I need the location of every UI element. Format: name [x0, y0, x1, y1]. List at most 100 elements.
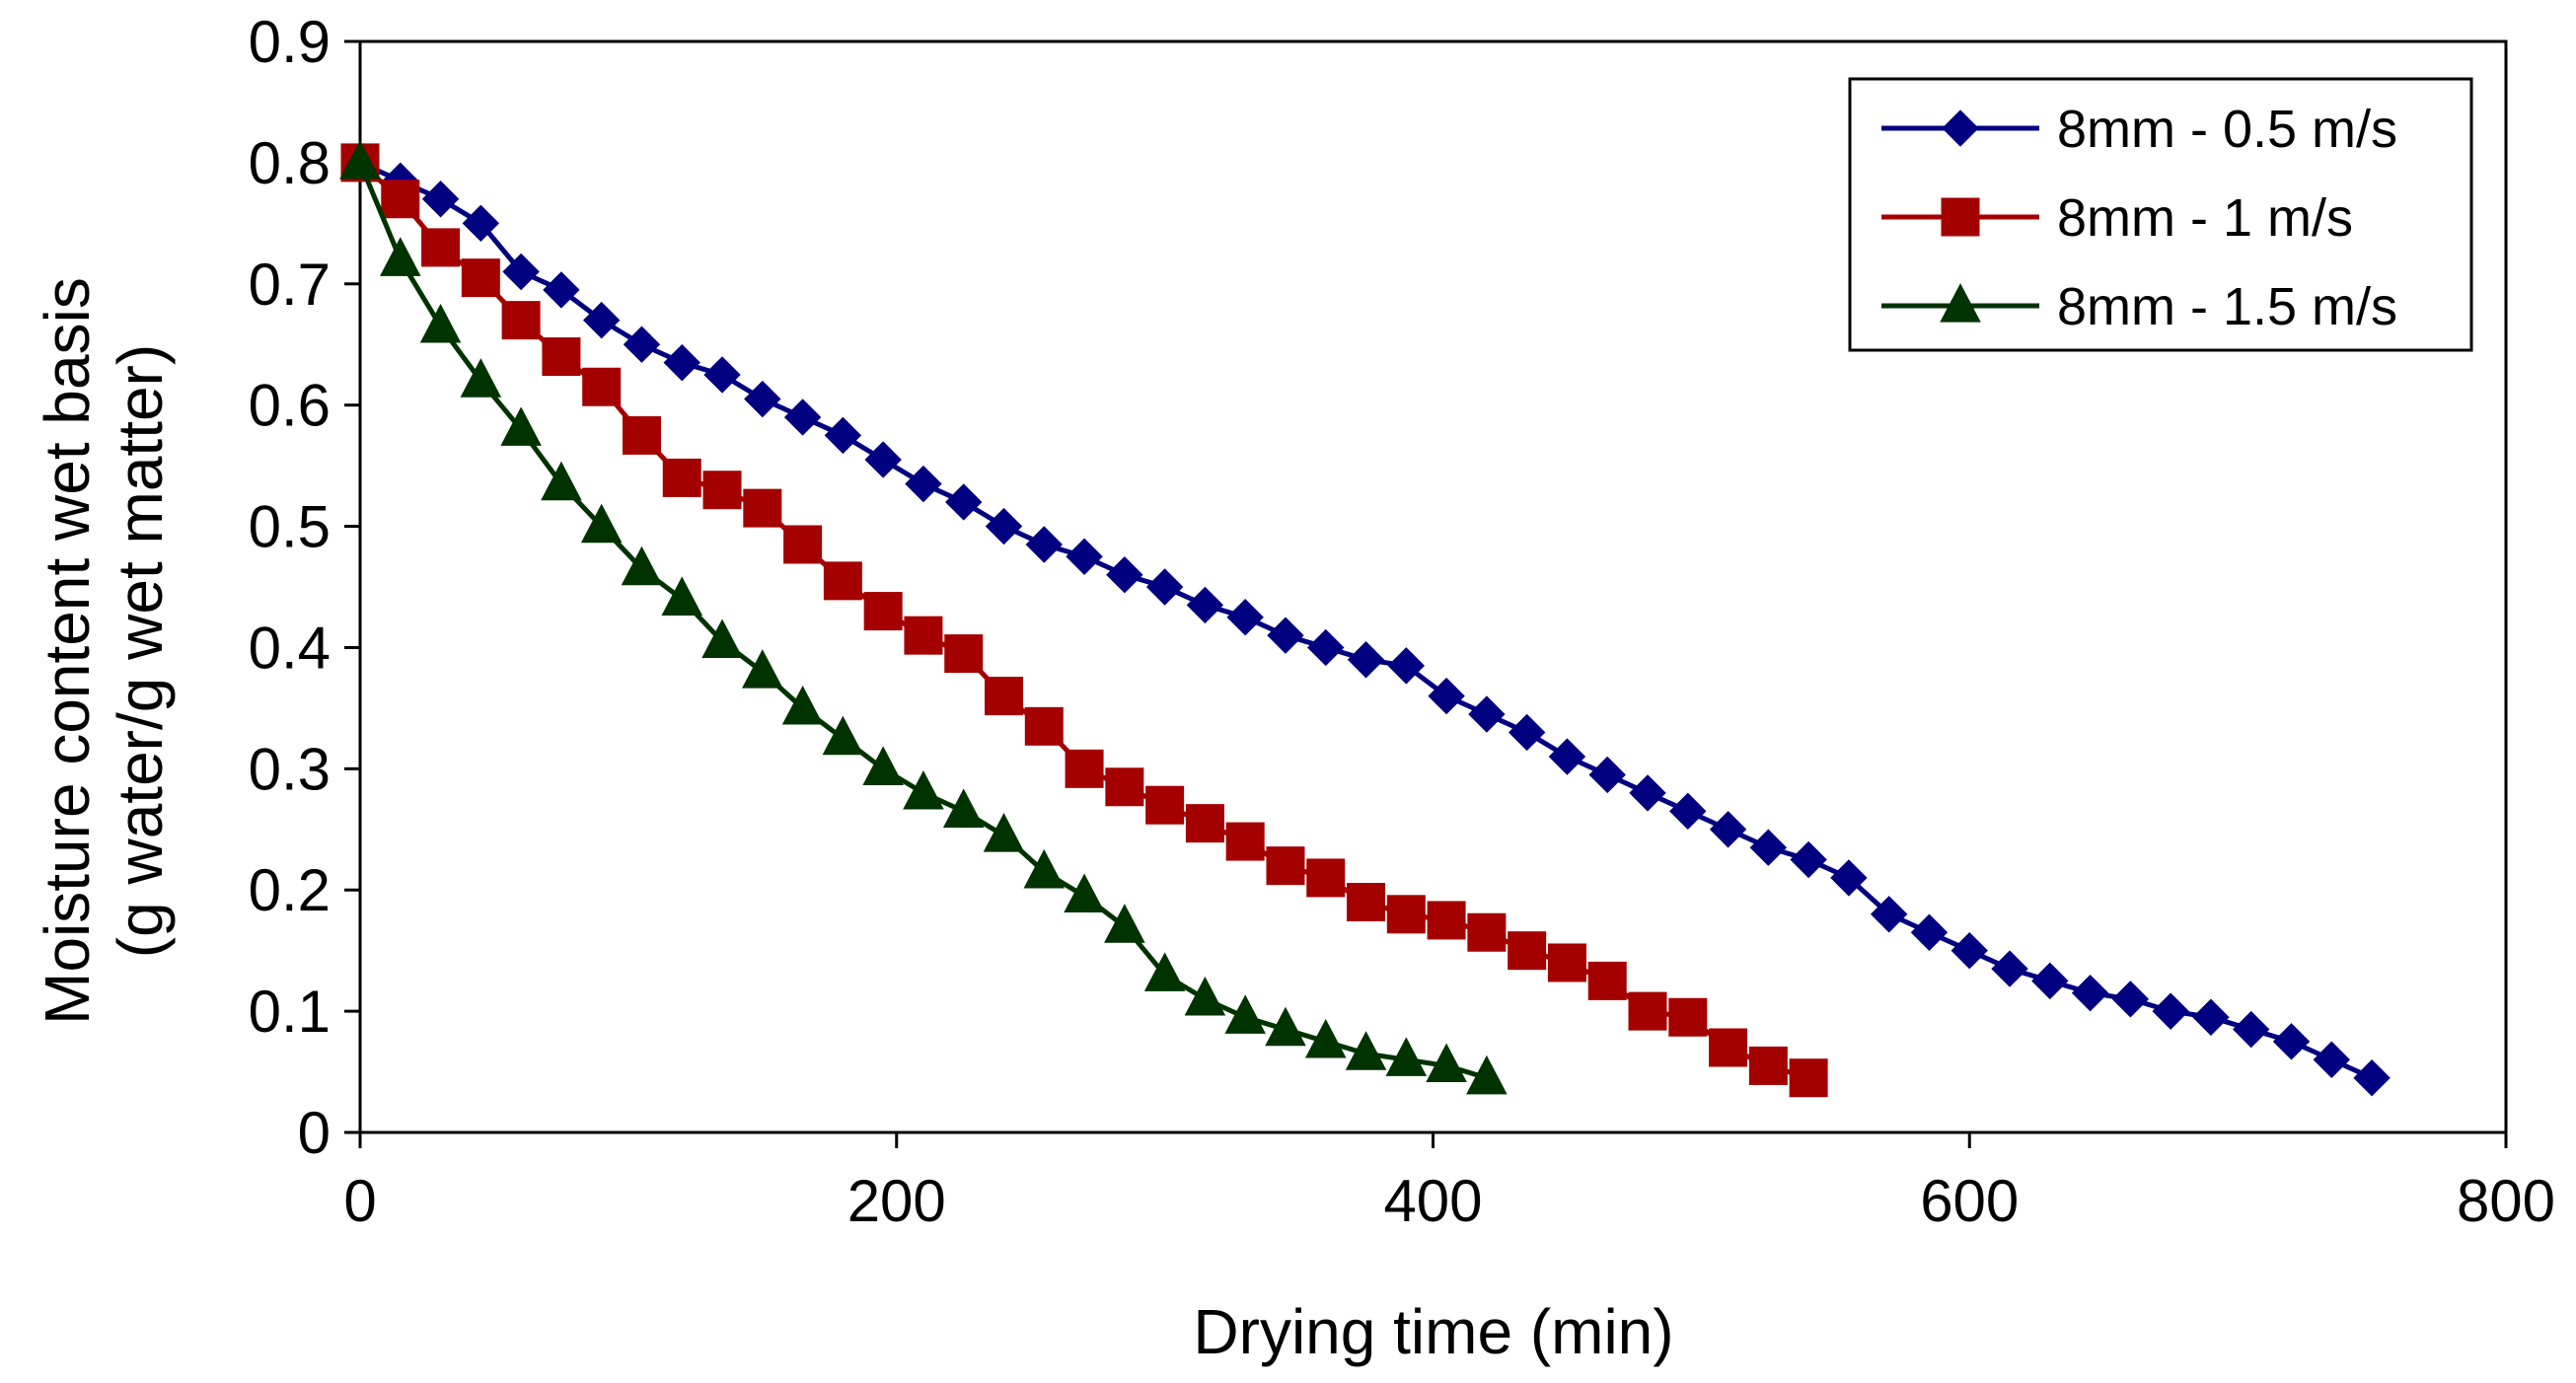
- data-point: [541, 461, 582, 501]
- y-tick-label: 0.6: [249, 373, 331, 439]
- data-point: [822, 715, 864, 756]
- data-point: [421, 228, 461, 267]
- data-point: [945, 483, 983, 521]
- data-point: [1024, 706, 1064, 746]
- legend-item: 8mm - 1.5 m/s: [1881, 277, 2397, 336]
- data-point: [621, 546, 663, 586]
- data-point: [1025, 526, 1063, 563]
- data-point: [1629, 774, 1666, 812]
- data-point: [944, 634, 984, 674]
- data-point: [905, 465, 942, 503]
- y-axis-title-line2: (g water/g wet matter): [105, 344, 176, 958]
- data-point: [985, 677, 1023, 716]
- y-tick-label: 0.5: [249, 494, 331, 560]
- legend-marker: [1941, 197, 1980, 237]
- legend-label: 8mm - 1 m/s: [2057, 188, 2353, 248]
- legend-label: 8mm - 0.5 m/s: [2057, 100, 2397, 159]
- x-tick-label: 600: [1920, 1168, 2019, 1234]
- data-point: [1830, 859, 1868, 897]
- y-axis-title-line1: Moisture content wet basis: [32, 277, 103, 1025]
- data-point: [1145, 785, 1185, 825]
- data-point: [500, 406, 542, 446]
- series-1: [341, 144, 2391, 1097]
- data-point: [1587, 961, 1627, 1000]
- data-point: [1588, 756, 1626, 794]
- data-point: [1105, 767, 1144, 807]
- data-point: [1104, 904, 1145, 943]
- data-point: [1304, 1018, 1347, 1058]
- data-point: [1307, 628, 1345, 667]
- data-point: [985, 507, 1023, 546]
- data-point: [1790, 840, 1827, 879]
- data-point: [1385, 1037, 1428, 1076]
- data-point: [462, 204, 500, 243]
- data-point: [1143, 952, 1186, 991]
- legend-item: 8mm - 1 m/s: [1881, 188, 2353, 248]
- data-point: [1466, 1055, 1508, 1095]
- data-point: [742, 649, 783, 689]
- data-point: [461, 258, 500, 298]
- data-point: [2031, 962, 2069, 1000]
- data-point: [543, 271, 580, 309]
- data-point: [1709, 811, 1747, 848]
- data-point: [781, 685, 824, 725]
- data-point: [1467, 912, 1507, 952]
- data-point: [942, 788, 985, 828]
- data-point: [1428, 677, 1465, 715]
- data-point: [1265, 1006, 1306, 1047]
- y-tick-label: 0.8: [249, 130, 331, 196]
- legend-label: 8mm - 1.5 m/s: [2057, 277, 2397, 336]
- x-tick-label: 200: [847, 1168, 946, 1234]
- data-point: [421, 181, 460, 218]
- legend: 8mm - 0.5 m/s 8mm - 1 m/s 8mm - 1.5 m/s: [1848, 77, 2473, 352]
- data-point: [380, 237, 421, 276]
- data-point: [1064, 873, 1105, 913]
- series-layer: [339, 139, 2391, 1098]
- legend-item: 8mm - 0.5 m/s: [1881, 100, 2397, 159]
- data-point: [2071, 974, 2109, 1012]
- series-2: [340, 143, 1828, 1098]
- data-point: [2313, 1041, 2350, 1078]
- y-tick-label: 0.2: [249, 857, 331, 923]
- data-point: [2152, 992, 2189, 1030]
- data-point: [2272, 1023, 2311, 1060]
- y-tick-label: 0.9: [249, 9, 331, 75]
- data-point: [1468, 695, 1506, 733]
- data-point: [1748, 1046, 1788, 1085]
- data-point: [1508, 931, 1547, 971]
- data-point: [2353, 1058, 2391, 1097]
- data-point: [1668, 997, 1708, 1037]
- data-point: [1185, 804, 1224, 843]
- data-point: [703, 356, 741, 394]
- y-tick-label: 0.4: [249, 615, 331, 681]
- data-point: [862, 746, 904, 785]
- data-point: [1427, 901, 1466, 940]
- data-point: [419, 303, 462, 343]
- data-point: [903, 769, 944, 810]
- data-point: [701, 619, 743, 658]
- data-point: [1426, 1043, 1467, 1083]
- legend-marker: [1942, 109, 1979, 147]
- data-point: [662, 458, 701, 497]
- data-point: [661, 576, 703, 616]
- data-point: [1224, 994, 1266, 1034]
- data-point: [663, 343, 700, 382]
- data-point: [1910, 913, 1949, 951]
- data-point: [824, 416, 862, 455]
- data-point: [783, 525, 823, 564]
- data-point: [1065, 749, 1104, 788]
- data-point: [501, 301, 541, 340]
- data-point: [502, 253, 540, 291]
- data-point: [622, 415, 661, 455]
- data-point: [1547, 943, 1586, 983]
- data-point: [1184, 976, 1226, 1016]
- data-point: [783, 399, 822, 436]
- series-3: [339, 139, 1508, 1095]
- data-point: [904, 616, 943, 655]
- data-point: [582, 301, 621, 339]
- data-point: [1225, 822, 1265, 861]
- data-point: [2233, 1010, 2270, 1049]
- data-point: [1345, 1031, 1387, 1070]
- data-point: [580, 503, 623, 544]
